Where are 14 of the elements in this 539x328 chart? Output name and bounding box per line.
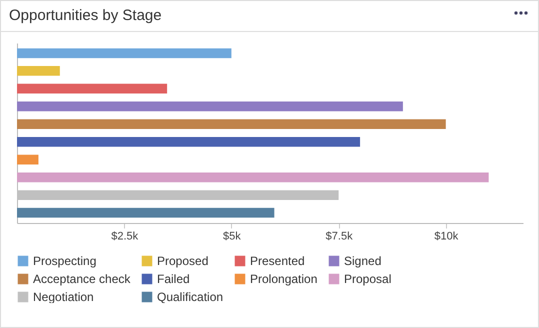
chart-title: Opportunities by Stage — [9, 7, 162, 24]
legend-label: Prospecting — [33, 254, 96, 268]
legend-label: Prolongation — [250, 272, 318, 286]
x-tick-label: $5k — [223, 230, 242, 242]
x-tick-label: $7.5k — [326, 230, 354, 242]
legend-label: Acceptance check — [33, 272, 132, 286]
legend-label: Qualification — [157, 290, 224, 304]
legend-label: Failed — [157, 272, 190, 286]
x-tick-label: $10k — [434, 230, 459, 242]
legend-label: Proposed — [157, 254, 208, 268]
legend-label: Proposal — [344, 272, 392, 286]
legend-label: Signed — [344, 254, 382, 268]
x-tick-label: $2.5k — [111, 230, 139, 242]
legend-label: Presented — [250, 254, 305, 268]
